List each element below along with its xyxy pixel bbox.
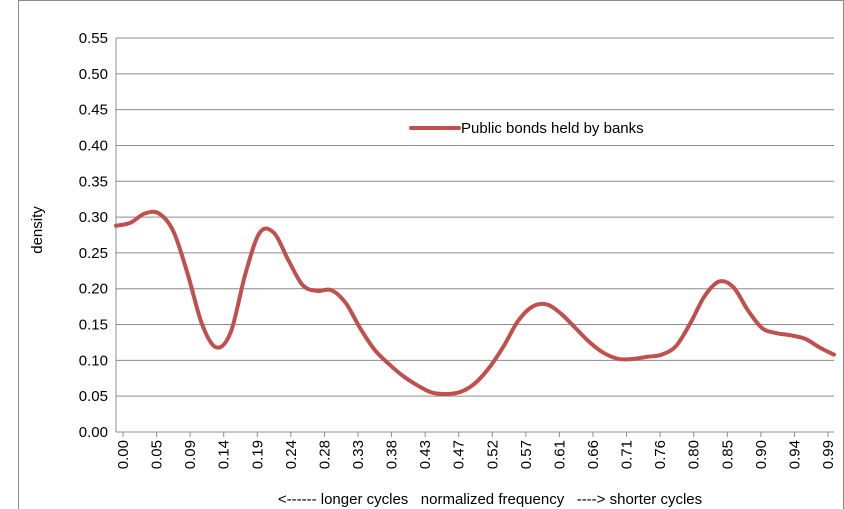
x-tick-label: 0.47: [451, 440, 468, 469]
y-tick-label: 0.20: [79, 281, 108, 298]
x-tick-label: 0.94: [786, 440, 803, 469]
x-tick-label: 0.33: [350, 440, 367, 469]
chart-frame: [18, 0, 844, 509]
y-tick-label: 0.55: [79, 30, 108, 47]
axes: [115, 38, 834, 433]
x-tick-label: 0.28: [316, 440, 333, 469]
x-tick-label: 0.14: [216, 440, 233, 469]
x-tick-label: 0.38: [384, 440, 401, 469]
x-tick-label: 0.57: [518, 440, 535, 469]
x-tick-label: 0.24: [283, 440, 300, 469]
y-tick-label: 0.10: [79, 352, 108, 369]
x-tick-label: 0.61: [551, 440, 568, 469]
x-tick-label: 0.09: [182, 440, 199, 469]
y-tick-label: 0.00: [79, 424, 108, 441]
y-tick-label: 0.40: [79, 137, 108, 154]
x-tick-label: 0.43: [417, 440, 434, 469]
x-tick-label: 0.05: [149, 440, 166, 469]
x-tick-label: 0.19: [249, 440, 266, 469]
y-tick-label: 0.35: [79, 173, 108, 190]
x-axis-tick-labels: 0.00 0.05 0.09 0.14 0.19 0.24 0.28 0.33 0.38 0.43…: [115, 432, 837, 469]
series-lines: [114, 209, 836, 397]
x-tick-label: 0.71: [619, 440, 636, 469]
x-tick-label: 0.66: [585, 440, 602, 469]
y-axis-tick-labels: 0.00 0.05 0.10 0.15 0.20 0.25 0.30 0.35 0.40 0.45…: [79, 30, 108, 441]
legend: Public bonds held by banks: [409, 120, 644, 137]
x-axis-title: <------ longer cycles normalized frequen…: [278, 491, 702, 508]
gridlines: [116, 37, 834, 397]
y-tick-label: 0.25: [79, 245, 108, 262]
y-tick-label: 0.15: [79, 317, 108, 334]
x-tick-label: 0.90: [753, 440, 770, 469]
x-tick-label: 0.99: [820, 440, 837, 469]
series-line: [114, 209, 836, 397]
x-tick-label: 0.52: [484, 440, 501, 469]
y-tick-label: 0.50: [79, 66, 108, 83]
x-tick-label: 0.00: [115, 440, 132, 469]
y-axis-title: density: [29, 206, 46, 254]
x-tick-label: 0.85: [719, 440, 736, 469]
x-tick-label: 0.80: [686, 440, 703, 469]
x-tick-label: 0.76: [652, 440, 669, 469]
y-tick-label: 0.45: [79, 102, 108, 119]
y-tick-label: 0.05: [79, 388, 108, 405]
y-tick-label: 0.30: [79, 209, 108, 226]
legend-label: Public bonds held by banks: [461, 120, 644, 137]
